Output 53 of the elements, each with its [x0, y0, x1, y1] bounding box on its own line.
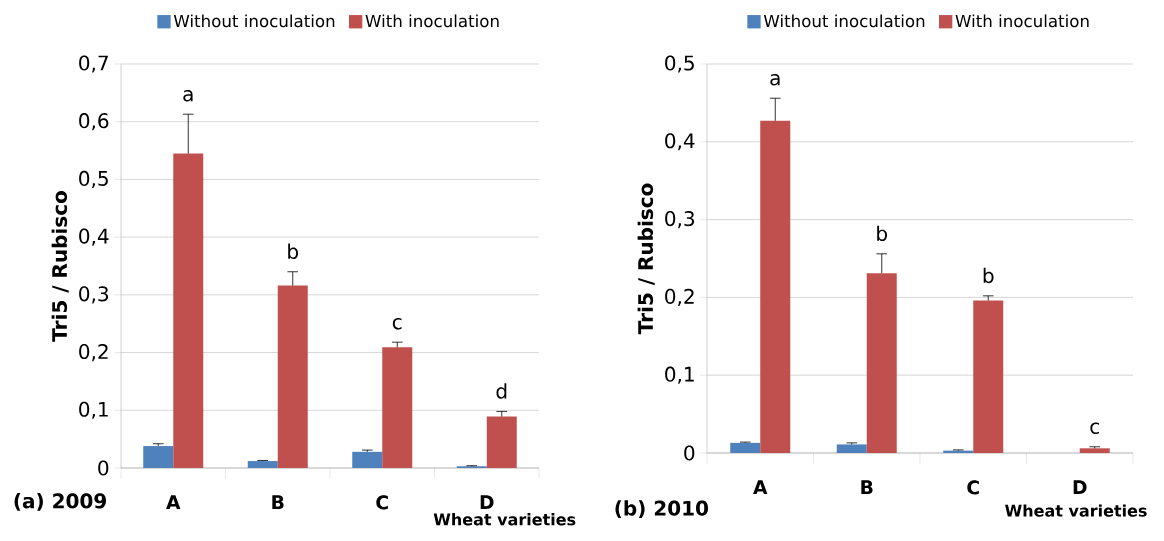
y-tick-label: 0,4 [665, 133, 695, 151]
text: (a) 2009 [14, 492, 106, 511]
y-tick-label: 0,1 [79, 401, 108, 419]
annotation: a [183, 90, 193, 102]
bar [1079, 448, 1110, 453]
legend-label: Without inoculation [173, 14, 335, 28]
y-tick-label: 0,2 [665, 288, 694, 306]
y-axis-title: Tri5 / Rubisco [51, 191, 69, 342]
y-tick-label: 0 [684, 445, 695, 461]
bar [760, 120, 791, 453]
x-tick-label: D [480, 495, 494, 509]
bar [836, 444, 867, 453]
text: (b) 2010 [615, 500, 708, 519]
y-tick-label: 0,6 [79, 113, 109, 131]
y-tick-label: 0,5 [79, 170, 108, 188]
x-tick-label: A [753, 480, 768, 494]
bar [247, 461, 278, 468]
annotation: c [1090, 422, 1099, 435]
bar [973, 300, 1004, 453]
x-tick-label: C [376, 495, 388, 510]
annotation: d [496, 383, 507, 399]
legend-label: With inoculation [955, 14, 1089, 28]
y-tick-label: 0,3 [665, 211, 695, 229]
bar [143, 446, 174, 468]
x-tick-label: B [861, 480, 873, 494]
y-tick-label: 0,2 [79, 343, 108, 362]
x-tick-label: B [272, 495, 284, 509]
legend-label: With inoculation [365, 14, 499, 28]
bar [382, 347, 413, 468]
bar [352, 451, 383, 468]
y-tick-label: 0,7 [79, 55, 108, 73]
bar [730, 442, 761, 453]
annotation: b [983, 267, 994, 284]
annotation: a [770, 74, 780, 86]
y-tick-label: 0,1 [665, 366, 694, 384]
bar [486, 416, 517, 468]
annotation: b [877, 225, 888, 242]
bar [866, 273, 897, 453]
bar [277, 285, 308, 468]
legend-label: Without inoculation [763, 14, 925, 28]
x-tick-label: C [967, 480, 979, 495]
annotation: b [288, 243, 299, 260]
x-tick-label: D [1073, 480, 1087, 494]
y-tick-label: 0,4 [79, 228, 109, 246]
y-tick-label: 0,5 [665, 55, 694, 73]
x-axis-title: Wheat varieties [433, 513, 576, 526]
x-tick-label: A [166, 495, 181, 509]
bar [173, 153, 204, 468]
x-axis-title: Wheat varieties [1005, 504, 1147, 517]
y-tick-label: 0 [98, 460, 109, 476]
y-tick-label: 0,3 [79, 286, 109, 304]
y-axis-title: Tri5 / Rubisco [637, 183, 655, 335]
annotation: c [392, 317, 402, 330]
